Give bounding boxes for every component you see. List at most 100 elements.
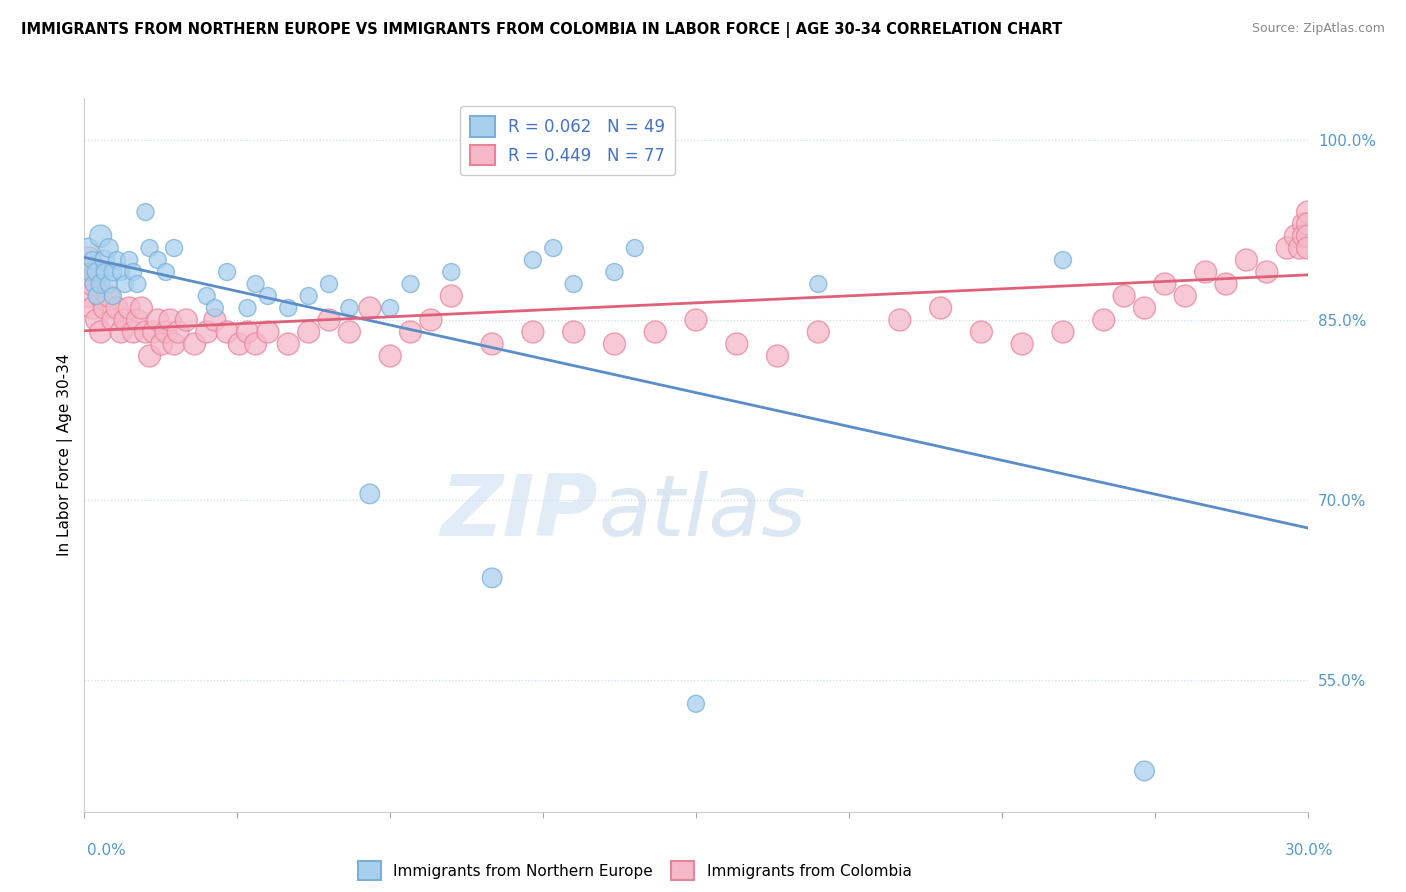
Point: [766, 349, 789, 363]
Point: [150, 337, 173, 351]
Point: [481, 337, 503, 351]
Legend: Immigrants from Northern Europe, Immigrants from Colombia: Immigrants from Northern Europe, Immigra…: [352, 855, 918, 886]
Point: [101, 313, 124, 327]
Point: [118, 253, 141, 268]
Point: [127, 313, 149, 327]
Point: [1296, 229, 1319, 244]
Point: [562, 277, 585, 291]
Y-axis label: In Labor Force | Age 30-34: In Labor Force | Age 30-34: [58, 353, 73, 557]
Point: [420, 313, 443, 327]
Point: [440, 265, 463, 279]
Point: [380, 301, 402, 315]
Point: [889, 313, 911, 327]
Point: [163, 337, 186, 351]
Point: [93, 301, 115, 315]
Point: [380, 349, 402, 363]
Point: [101, 289, 124, 303]
Point: [90, 289, 112, 303]
Point: [685, 313, 707, 327]
Point: [522, 325, 544, 339]
Point: [195, 325, 218, 339]
Point: [624, 241, 647, 255]
Point: [318, 313, 340, 327]
Point: [159, 313, 181, 327]
Point: [77, 241, 100, 255]
Point: [82, 277, 104, 291]
Text: Source: ZipAtlas.com: Source: ZipAtlas.com: [1251, 22, 1385, 36]
Point: [318, 277, 340, 291]
Point: [174, 313, 197, 327]
Point: [204, 301, 226, 315]
Point: [277, 301, 299, 315]
Point: [1114, 289, 1136, 303]
Point: [163, 241, 186, 255]
Point: [97, 241, 120, 255]
Point: [725, 337, 748, 351]
Point: [298, 325, 321, 339]
Point: [1296, 241, 1319, 255]
Point: [82, 253, 104, 268]
Point: [142, 325, 165, 339]
Text: atlas: atlas: [598, 470, 806, 554]
Point: [97, 289, 120, 303]
Point: [807, 277, 830, 291]
Point: [167, 325, 190, 339]
Text: 0.0%: 0.0%: [87, 843, 127, 858]
Point: [1296, 217, 1319, 231]
Point: [93, 253, 115, 268]
Point: [399, 277, 422, 291]
Point: [685, 697, 707, 711]
Point: [1174, 289, 1197, 303]
Point: [138, 241, 160, 255]
Point: [138, 349, 160, 363]
Point: [97, 277, 120, 291]
Point: [245, 337, 267, 351]
Point: [644, 325, 666, 339]
Point: [90, 325, 112, 339]
Point: [245, 277, 267, 291]
Point: [603, 337, 626, 351]
Point: [77, 265, 100, 279]
Point: [114, 277, 136, 291]
Point: [135, 205, 157, 219]
Point: [77, 253, 100, 268]
Point: [86, 289, 108, 303]
Text: ZIP: ZIP: [440, 470, 598, 554]
Point: [1052, 253, 1074, 268]
Point: [1215, 277, 1237, 291]
Point: [127, 277, 149, 291]
Point: [298, 289, 321, 303]
Point: [236, 301, 259, 315]
Point: [970, 325, 993, 339]
Point: [359, 301, 381, 315]
Point: [155, 325, 177, 339]
Point: [110, 265, 132, 279]
Point: [155, 265, 177, 279]
Point: [257, 325, 280, 339]
Point: [204, 313, 226, 327]
Point: [82, 277, 104, 291]
Point: [1234, 253, 1257, 268]
Point: [122, 265, 145, 279]
Point: [562, 325, 585, 339]
Point: [114, 313, 136, 327]
Point: [1052, 325, 1074, 339]
Point: [929, 301, 952, 315]
Text: 30.0%: 30.0%: [1285, 843, 1333, 858]
Point: [122, 325, 145, 339]
Point: [86, 313, 108, 327]
Point: [1292, 229, 1315, 244]
Point: [1256, 265, 1278, 279]
Point: [131, 301, 153, 315]
Point: [359, 487, 381, 501]
Point: [603, 265, 626, 279]
Point: [101, 265, 124, 279]
Point: [481, 571, 503, 585]
Point: [105, 301, 128, 315]
Point: [277, 337, 299, 351]
Point: [807, 325, 830, 339]
Point: [1133, 301, 1156, 315]
Point: [217, 265, 239, 279]
Point: [440, 289, 463, 303]
Point: [118, 301, 141, 315]
